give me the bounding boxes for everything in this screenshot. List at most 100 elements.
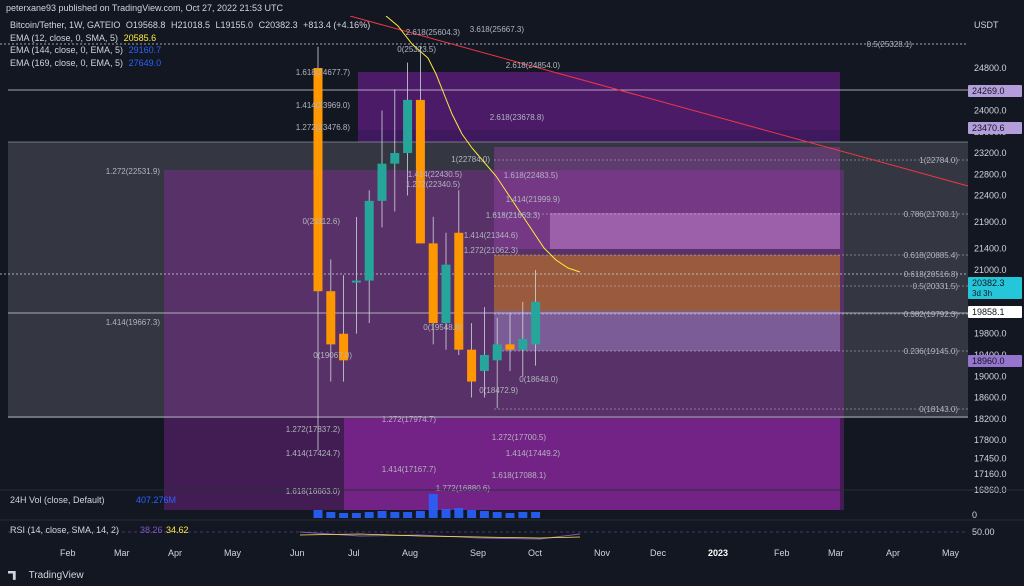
fib-box-light [550, 213, 840, 249]
chart-area[interactable]: 0.5(25328.1) 1(22784.0) 0.786(21700.1) 0.61… [0, 15, 1024, 540]
volume-bar [364, 512, 374, 518]
candle-body[interactable] [479, 355, 489, 371]
chart-canvas[interactable]: 0.5(25328.1) 1(22784.0) 0.786(21700.1) 0.61… [0, 15, 1024, 540]
symbol-row[interactable]: Bitcoin/Tether, 1W, GATEIO O19568.8 H210… [10, 20, 371, 30]
candle-body[interactable] [467, 349, 477, 382]
candle-body[interactable] [326, 291, 336, 345]
rsi-ma-line [299, 533, 581, 539]
candle-body[interactable] [505, 344, 515, 350]
fib-label: 1.414(17424.7) [286, 449, 341, 458]
symbol-name: Bitcoin/Tether, 1W, GATEIO [10, 20, 121, 30]
fib-label: 3.618(25667.3) [470, 25, 525, 34]
price-tick: 24800.0 [974, 63, 1007, 73]
orange-zone [494, 255, 840, 311]
volume-bar [326, 512, 336, 518]
currency-label: USDT [974, 20, 999, 30]
fib-label: 1.272(17837.2) [286, 425, 341, 434]
fib-label: 1.272(17700.5) [492, 433, 547, 442]
fib-label: 0(21112.6) [302, 217, 340, 226]
fib-label: 1.618(16663.0) [286, 487, 341, 496]
candle-body[interactable] [351, 280, 361, 283]
candle-body[interactable] [313, 68, 323, 292]
candle-body[interactable] [492, 344, 502, 361]
fib-label: 1.772(16880.6) [436, 484, 491, 493]
fib-label: 0(25323.5) [397, 45, 436, 54]
fib-label: 2.618(23678.8) [490, 113, 545, 122]
fib-label: 1.272(21062.3) [464, 246, 519, 255]
svg-text:19858.1: 19858.1 [972, 307, 1005, 317]
fib-label: 1.272(22531.9) [106, 167, 161, 176]
volume-bar [441, 509, 451, 518]
price-tick: 17450.0 [974, 454, 1007, 464]
price-tick: 21900.0 [974, 217, 1007, 227]
volume-bar [390, 512, 400, 518]
candle-body[interactable] [428, 243, 438, 324]
time-tick: Mar [828, 548, 844, 558]
candle-body[interactable] [518, 339, 528, 350]
brand-name: TradingView [28, 570, 84, 581]
trendline[interactable] [349, 15, 969, 187]
price-tick: 22400.0 [974, 191, 1007, 201]
indicator-row-ema144[interactable]: EMA (144, close, 0, EMA, 5) 29160.7 [10, 45, 162, 55]
time-tick: Feb [774, 548, 790, 558]
fib-label: 1.414(17449.2) [506, 449, 561, 458]
fib-label: 1.272(23476.8) [296, 123, 351, 132]
candle-body[interactable] [415, 99, 425, 244]
fib-label: 1.414(22430.5) [408, 170, 463, 179]
indicator-row-ema12[interactable]: EMA (12, close, 0, SMA, 5) 20585.6 [10, 32, 157, 43]
dotted-lines [0, 43, 968, 410]
purple-zone-bottom [344, 418, 840, 510]
price-tick: 19000.0 [974, 371, 1007, 381]
badge-18960 [968, 355, 1022, 367]
volume-bar [531, 512, 541, 518]
svg-text:34.62: 34.62 [166, 525, 189, 535]
fib-label: 0.618(20885.4) [904, 251, 959, 260]
fib-label: 1.618(22483.5) [504, 171, 559, 180]
fib-label: 1.414(19667.3) [106, 318, 161, 327]
candles-group [313, 46, 541, 451]
fib-label: 0(18472.9) [479, 386, 518, 395]
volume-bar [467, 510, 477, 518]
publish-header: peterxane93 published on TradingView.com… [0, 0, 1024, 16]
ema12-line [385, 15, 581, 273]
time-tick: Oct [528, 548, 543, 558]
volume-value: 407.276M [136, 495, 176, 505]
volume-bar [351, 513, 361, 518]
fib-label: 0.618(20516.8) [904, 270, 959, 279]
indicator-row-ema169[interactable]: EMA (169, close, 0, EMA, 5) 27649.0 [10, 57, 162, 68]
svg-text:50.00: 50.00 [972, 527, 995, 537]
legend: Bitcoin/Tether, 1W, GATEIO O19568.8 H210… [10, 19, 373, 69]
candle-body[interactable] [441, 264, 451, 324]
badge-24269 [968, 85, 1022, 97]
badge-19858 [968, 306, 1022, 318]
price-tick: 23200.0 [974, 148, 1007, 158]
volume-bar [403, 512, 413, 518]
fib-label: 0.5(20331.5) [913, 282, 959, 291]
time-tick: May [224, 548, 242, 558]
svg-text:20382.3: 20382.3 [972, 278, 1005, 288]
time-tick: Apr [886, 548, 901, 558]
time-tick: Dec [650, 548, 667, 558]
time-axis[interactable]: Feb Mar Apr May Jun Jul Aug Sep Oct Nov Dec 2023 Feb… [0, 546, 968, 562]
candle-body[interactable] [531, 301, 541, 345]
svg-text:0: 0 [972, 510, 977, 520]
candle-body[interactable] [377, 163, 387, 201]
price-tick: 21000.0 [974, 265, 1007, 275]
candle-body[interactable] [364, 200, 374, 281]
time-tick: Jul [348, 548, 360, 558]
time-tick: Nov [594, 548, 611, 558]
price-tick: 17160.0 [974, 469, 1007, 479]
fib-label: 0(19548.8) [423, 323, 462, 332]
gray-zone [8, 142, 968, 418]
candle-body[interactable] [403, 99, 413, 154]
candle-body[interactable] [390, 153, 400, 164]
fib-label: 1.272(22340.5) [406, 180, 461, 189]
candle-body[interactable] [339, 333, 349, 361]
svg-text:38.26: 38.26 [140, 525, 163, 535]
fib-label: 1(22784.0) [919, 156, 958, 165]
candle-body[interactable] [454, 232, 464, 350]
price-tick: 18600.0 [974, 393, 1007, 403]
time-tick: Feb [60, 548, 76, 558]
fib-label: 0.236(19145.0) [904, 347, 959, 356]
volume-bar [518, 512, 528, 518]
